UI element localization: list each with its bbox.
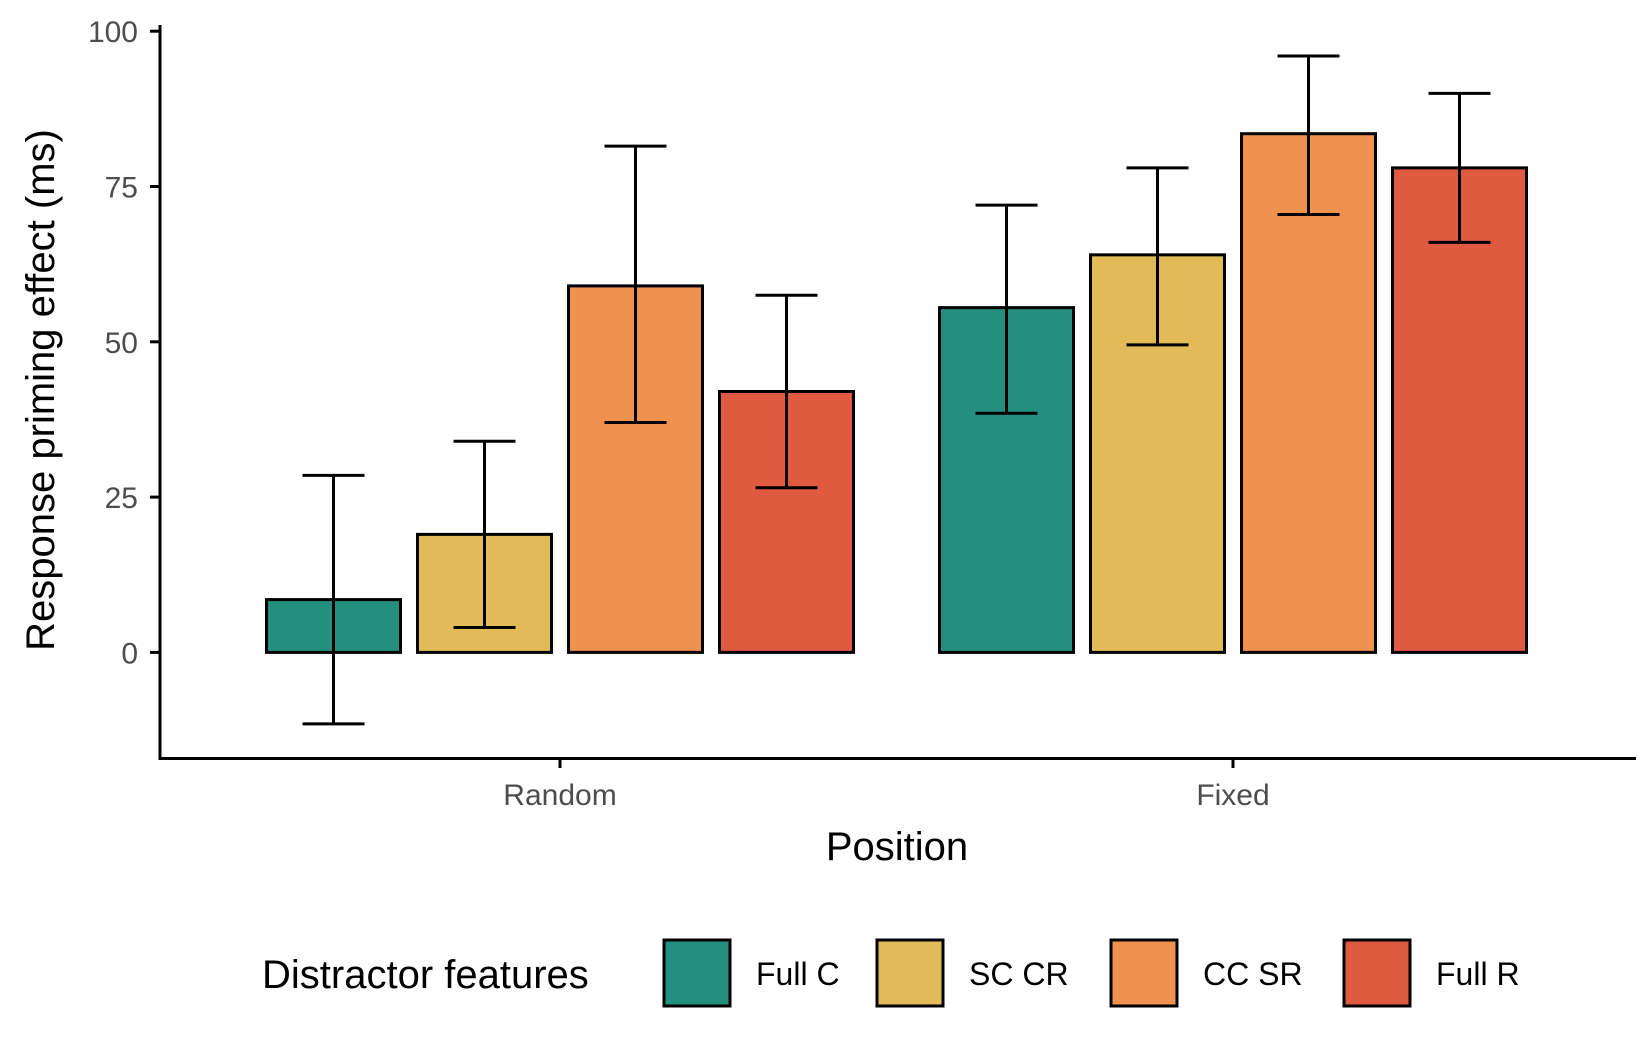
y-axis-title: Response priming effect (ms): [19, 129, 63, 651]
legend-item-sc-cr: SC CR: [875, 938, 1069, 1008]
legend: Distractor features Full C SC CR CC SR Full…: [262, 938, 1520, 1008]
legend-swatch: [1342, 938, 1412, 1008]
error-bar-full-c-random: [302, 473, 365, 726]
error-bar-full-r-fixed: [1428, 91, 1491, 244]
legend-item-full-c: Full C: [662, 938, 840, 1008]
legend-swatch: [1109, 938, 1179, 1008]
error-bar-cc-sr-random: [604, 144, 667, 425]
axes-layer: [158, 25, 1636, 760]
error-bar-full-r-random: [755, 293, 818, 490]
x-axis-title: Position: [826, 825, 968, 869]
legend-label: Full R: [1436, 956, 1520, 992]
y-ticks: 0 25 50 75 100: [88, 16, 160, 670]
errorbars-layer: [302, 54, 1491, 726]
y-tick-label: 75: [105, 172, 138, 205]
y-tick-label: 0: [121, 637, 138, 670]
error-bar-sc-cr-random: [453, 439, 516, 630]
legend-swatch: [875, 938, 945, 1008]
error-bar-sc-cr-fixed: [1126, 166, 1189, 347]
bar-full-c-fixed: [938, 306, 1075, 654]
legend-label: CC SR: [1203, 956, 1303, 992]
y-tick-label: 50: [105, 327, 138, 360]
bar-cc-sr-fixed: [1240, 132, 1377, 654]
bar-full-r-random: [718, 390, 855, 654]
legend-swatch: [662, 938, 732, 1008]
error-bar-cc-sr-fixed: [1277, 54, 1340, 216]
bars-layer: [265, 132, 1528, 654]
legend-item-cc-sr: CC SR: [1109, 938, 1303, 1008]
x-tick-label: Fixed: [1196, 779, 1269, 812]
bar-full-r-fixed: [1391, 166, 1528, 654]
y-tick-label: 100: [88, 16, 138, 49]
legend-item-full-r: Full R: [1342, 938, 1520, 1008]
legend-title: Distractor features: [262, 953, 589, 997]
legend-label: Full C: [756, 956, 840, 992]
y-tick-label: 25: [105, 482, 138, 515]
x-tick-label: Random: [503, 779, 616, 812]
error-bar-full-c-fixed: [975, 203, 1038, 415]
legend-label: SC CR: [969, 956, 1069, 992]
x-ticks: Random Fixed: [503, 758, 1270, 812]
